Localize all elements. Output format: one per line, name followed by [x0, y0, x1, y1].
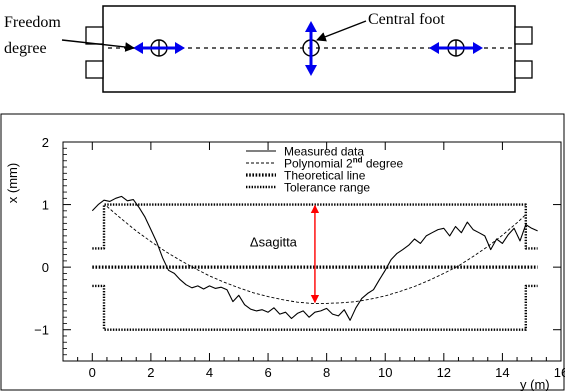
x-tick-label: 4 [206, 365, 213, 380]
left-top-pad [85, 26, 104, 45]
left-foot [133, 39, 185, 57]
series-line-tolerance-range-lower [92, 284, 538, 331]
chart-series [91, 195, 538, 331]
x-tick-label: 14 [495, 365, 509, 380]
chart-outer-frame [0, 113, 565, 391]
legend-label: Theoretical line [284, 169, 366, 183]
x-tick-label: 12 [437, 365, 451, 380]
x-tick-label: 8 [323, 365, 330, 380]
series-line-polynomial-2nd-degree [106, 206, 527, 304]
central-foot-arrowhead-up [305, 21, 317, 32]
chart-annotations: Δsagitta [250, 204, 320, 304]
x-tick-label: 2 [147, 365, 154, 380]
series-line-tolerance-range-upper [92, 203, 538, 250]
bench-diagram: Freedom degree Central foot [4, 5, 533, 93]
legend-label: Measured data [284, 145, 364, 159]
y-tick-label: 0 [42, 260, 49, 275]
x-axis-label: y (m) [520, 377, 550, 391]
central-foot-pointer [316, 20, 367, 42]
y-tick-label: 1 [42, 198, 49, 213]
freedom-degree-label-line2: degree [4, 40, 47, 57]
legend-label: Tolerance range [284, 181, 370, 195]
freedom-degree-pointer [61, 39, 135, 52]
central-foot-arrowhead-down [305, 65, 317, 76]
right-foot [429, 39, 483, 57]
x-tick-label: 16 [554, 365, 565, 380]
left-bottom-pad [85, 60, 104, 79]
y-axis-label: x (mm) [5, 163, 20, 203]
left-foot-arrowhead-right [175, 42, 185, 54]
left-foot-arrowhead-left [133, 42, 143, 54]
x-tick-label: 6 [264, 365, 271, 380]
central-foot [302, 21, 320, 76]
freedom-degree-label-line1: Freedom [4, 14, 61, 31]
x-tick-label: 0 [89, 365, 96, 380]
y-tick-label: 2 [42, 135, 49, 150]
x-tick-label: 10 [378, 365, 392, 380]
right-top-pad [514, 26, 533, 45]
legend-label: Polynomial 2nd degree [284, 156, 404, 171]
sagitta-label: Δsagitta [250, 234, 298, 249]
right-foot-arrowhead-left [429, 42, 439, 54]
y-tick-label: −1 [34, 323, 49, 338]
right-bottom-pad [514, 60, 533, 79]
central-foot-label: Central foot [368, 11, 445, 28]
right-foot-arrowhead-right [473, 42, 483, 54]
